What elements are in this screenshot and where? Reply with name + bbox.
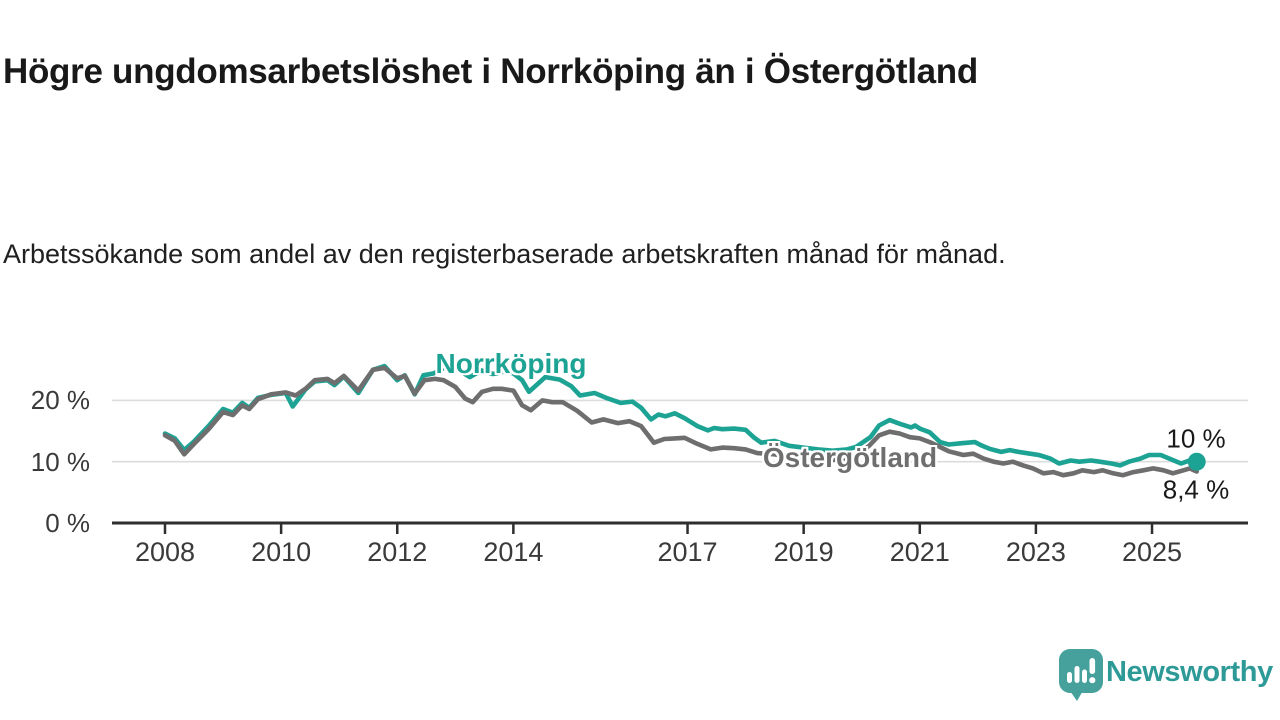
x-axis-tick-label: 2023 [1005, 537, 1066, 567]
x-axis-tick-label: 2025 [1121, 537, 1183, 567]
x-axis-tick-label: 2021 [889, 537, 950, 567]
x-axis-tick-label: 2014 [483, 537, 544, 567]
y-axis-tick-label: 0 % [45, 508, 90, 538]
series-label-norrkoping: Norrköping [435, 348, 587, 379]
x-axis-tick-label: 2017 [657, 537, 718, 567]
x-axis-tick-label: 2012 [367, 537, 428, 567]
newsworthy-wordmark: Newsworthy [1106, 656, 1273, 688]
series-label-ostergotland: Östergötland [762, 442, 938, 473]
y-axis-tick-label: 10 % [30, 446, 90, 477]
latest-point-dot [1187, 452, 1206, 471]
line-series-ostergotland [162, 365, 1199, 478]
x-axis-tick-label: 2019 [773, 537, 834, 567]
newsworthy-logo-icon [1059, 649, 1103, 701]
y-axis-tick-label: 20 % [30, 385, 90, 416]
latest-value-label-ostergotland: 8,4 % [1162, 474, 1230, 505]
page-title: Högre ungdomsarbetslöshet i Norrköping ä… [3, 52, 978, 92]
latest-value-label-norrkoping: 10 % [1166, 423, 1226, 454]
x-axis-tick-label: 2008 [134, 537, 196, 567]
chart-subtitle: Arbetssökande som andel av den registerb… [3, 239, 1006, 269]
x-axis-tick-label: 2010 [251, 537, 312, 567]
